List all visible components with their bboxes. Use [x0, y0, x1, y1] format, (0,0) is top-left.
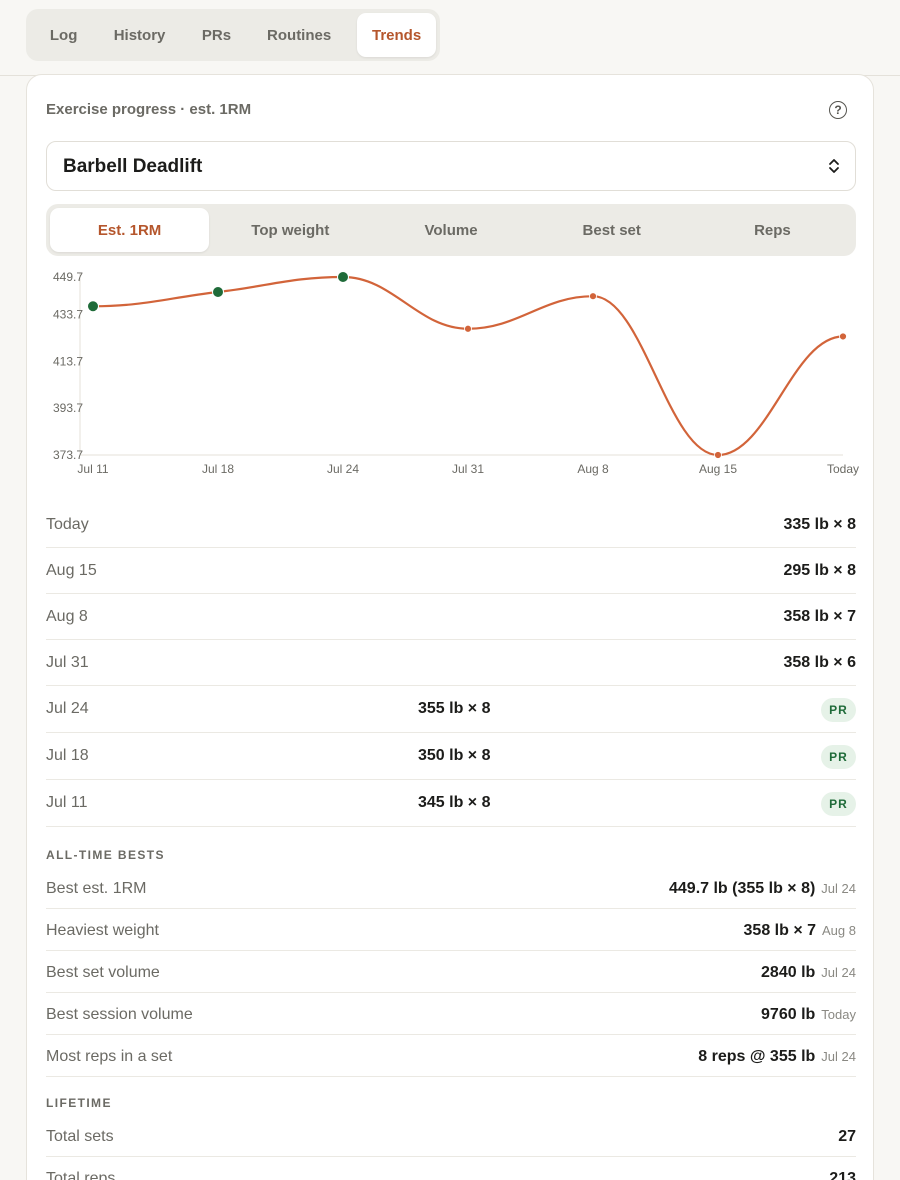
lifetime-label: Total reps — [46, 1170, 116, 1180]
pr-badge: PR — [821, 745, 856, 769]
session-value: 335 lb × 8 — [783, 516, 857, 533]
best-date: Jul 24 — [821, 881, 856, 896]
best-label: Heaviest weight — [46, 922, 159, 939]
best-date: Aug 8 — [822, 923, 856, 938]
tab-routines[interactable]: Routines — [267, 26, 332, 44]
session-date: Aug 8 — [46, 608, 88, 625]
metric-tabs: Est. 1RM Top weight Volume Best set Reps — [46, 204, 856, 256]
best-value: 9760 lb — [761, 1006, 816, 1023]
best-label: Most reps in a set — [46, 1048, 173, 1065]
tab-trends[interactable]: Trends — [357, 13, 436, 57]
session-row[interactable]: Jul 18 350 lb × 8 PR — [46, 733, 856, 780]
session-date: Jul 18 — [46, 747, 89, 764]
session-date: Jul 11 — [46, 794, 88, 811]
best-row: Heaviest weight 358 lb × 7 Aug 8 — [46, 909, 856, 951]
lifetime-row: Total sets 27 — [46, 1115, 856, 1157]
best-date: Today — [821, 1007, 856, 1022]
session-date: Jul 31 — [46, 654, 89, 671]
x-tick-label: Jul 24 — [327, 462, 359, 476]
metric-tab-volume[interactable]: Volume — [424, 221, 478, 239]
data-point — [464, 324, 472, 333]
y-tick-label: 449.7 — [53, 270, 83, 284]
data-point — [714, 451, 722, 459]
lifetime-list: Total sets 27 Total reps 213 — [46, 1115, 856, 1180]
top-nav: Log History PRs Routines Trends — [0, 0, 900, 76]
exercise-select[interactable]: Barbell Deadlift — [46, 141, 856, 191]
metric-tab-best-set[interactable]: Best set — [582, 221, 641, 239]
lifetime-row: Total reps 213 — [46, 1157, 856, 1180]
x-tick-label: Aug 8 — [577, 462, 609, 476]
all-time-bests-heading: ALL-TIME BESTS — [46, 848, 165, 862]
x-tick-label: Jul 11 — [77, 462, 108, 476]
session-row[interactable]: Jul 24 355 lb × 8 PR — [46, 686, 856, 733]
metric-tab-reps[interactable]: Reps — [754, 221, 791, 239]
session-row[interactable]: Jul 31 358 lb × 6 — [46, 640, 856, 686]
session-row[interactable]: Today 335 lb × 8 — [46, 502, 856, 548]
session-value: 295 lb × 8 — [783, 562, 857, 579]
section-tabs: Log History PRs Routines Trends — [26, 9, 440, 61]
card-heading: Exercise progress · est. 1RM — [46, 101, 252, 118]
chevron-up-down-icon — [829, 159, 839, 173]
tab-history[interactable]: History — [113, 26, 166, 44]
x-tick-label: Jul 18 — [202, 462, 234, 476]
session-value: 358 lb × 7 — [783, 608, 857, 625]
session-value: 355 lb × 8 — [418, 700, 491, 717]
session-value: 345 lb × 8 — [418, 794, 491, 811]
exercise-select-value: Barbell Deadlift — [63, 156, 203, 177]
best-value: 449.7 lb (355 lb × 8) — [669, 880, 816, 897]
pr-data-point — [212, 285, 224, 298]
pr-badge: PR — [821, 792, 856, 816]
metric-tab-top-weight[interactable]: Top weight — [251, 221, 330, 239]
metric-tab-est-1rm[interactable]: Est. 1RM — [50, 208, 210, 252]
data-point — [589, 292, 597, 301]
x-tick-label: Today — [827, 462, 859, 476]
best-label: Best set volume — [46, 964, 160, 981]
y-tick-label: 433.7 — [53, 307, 83, 321]
best-date: Jul 24 — [821, 965, 856, 980]
session-row[interactable]: Aug 8 358 lb × 7 — [46, 594, 856, 640]
pr-data-point — [87, 300, 99, 313]
session-date: Aug 15 — [46, 562, 97, 579]
best-row: Best est. 1RM 449.7 lb (355 lb × 8) Jul 2… — [46, 867, 856, 909]
tab-log[interactable]: Log — [49, 26, 78, 44]
data-point — [839, 332, 847, 341]
series-line — [91, 275, 845, 457]
session-value: 350 lb × 8 — [418, 747, 491, 764]
pr-data-point — [337, 271, 349, 283]
best-label: Best session volume — [46, 1006, 193, 1023]
best-label: Best est. 1RM — [46, 880, 147, 897]
session-date: Today — [46, 516, 89, 533]
session-date: Jul 24 — [46, 700, 89, 717]
best-row: Best session volume 9760 lb Today — [46, 993, 856, 1035]
session-value: 358 lb × 6 — [783, 654, 857, 671]
lifetime-value: 213 — [829, 1170, 856, 1180]
y-tick-label: 393.7 — [53, 401, 83, 415]
session-row[interactable]: Aug 15 295 lb × 8 — [46, 548, 856, 594]
best-value: 2840 lb — [761, 964, 816, 981]
pr-badge: PR — [821, 698, 856, 722]
best-date: Jul 24 — [821, 1049, 856, 1064]
lifetime-label: Total sets — [46, 1128, 114, 1145]
best-value: 8 reps @ 355 lb — [698, 1048, 816, 1065]
session-row[interactable]: Jul 11 345 lb × 8 PR — [46, 780, 856, 827]
best-row: Best set volume 2840 lb Jul 24 — [46, 951, 856, 993]
y-tick-label: 413.7 — [53, 354, 83, 368]
lifetime-value: 27 — [838, 1128, 856, 1145]
best-value: 358 lb × 7 — [743, 922, 817, 939]
x-tick-label: Aug 15 — [699, 462, 737, 476]
tab-prs[interactable]: PRs — [201, 26, 232, 44]
x-tick-label: Jul 31 — [452, 462, 484, 476]
best-row: Most reps in a set 8 reps @ 355 lb Jul 24 — [46, 1035, 856, 1077]
session-list: Today 335 lb × 8 Aug 15 295 lb × 8 Aug 8… — [46, 502, 856, 827]
lifetime-heading: LIFETIME — [46, 1096, 112, 1110]
y-tick-label: 373.7 — [53, 448, 83, 462]
exercise-progress-card: Exercise progress · est. 1RM ? Barbell D… — [26, 74, 874, 1180]
question-circle-icon[interactable]: ? — [829, 101, 847, 119]
all-time-bests-list: Best est. 1RM 449.7 lb (355 lb × 8) Jul 2… — [46, 867, 856, 1077]
